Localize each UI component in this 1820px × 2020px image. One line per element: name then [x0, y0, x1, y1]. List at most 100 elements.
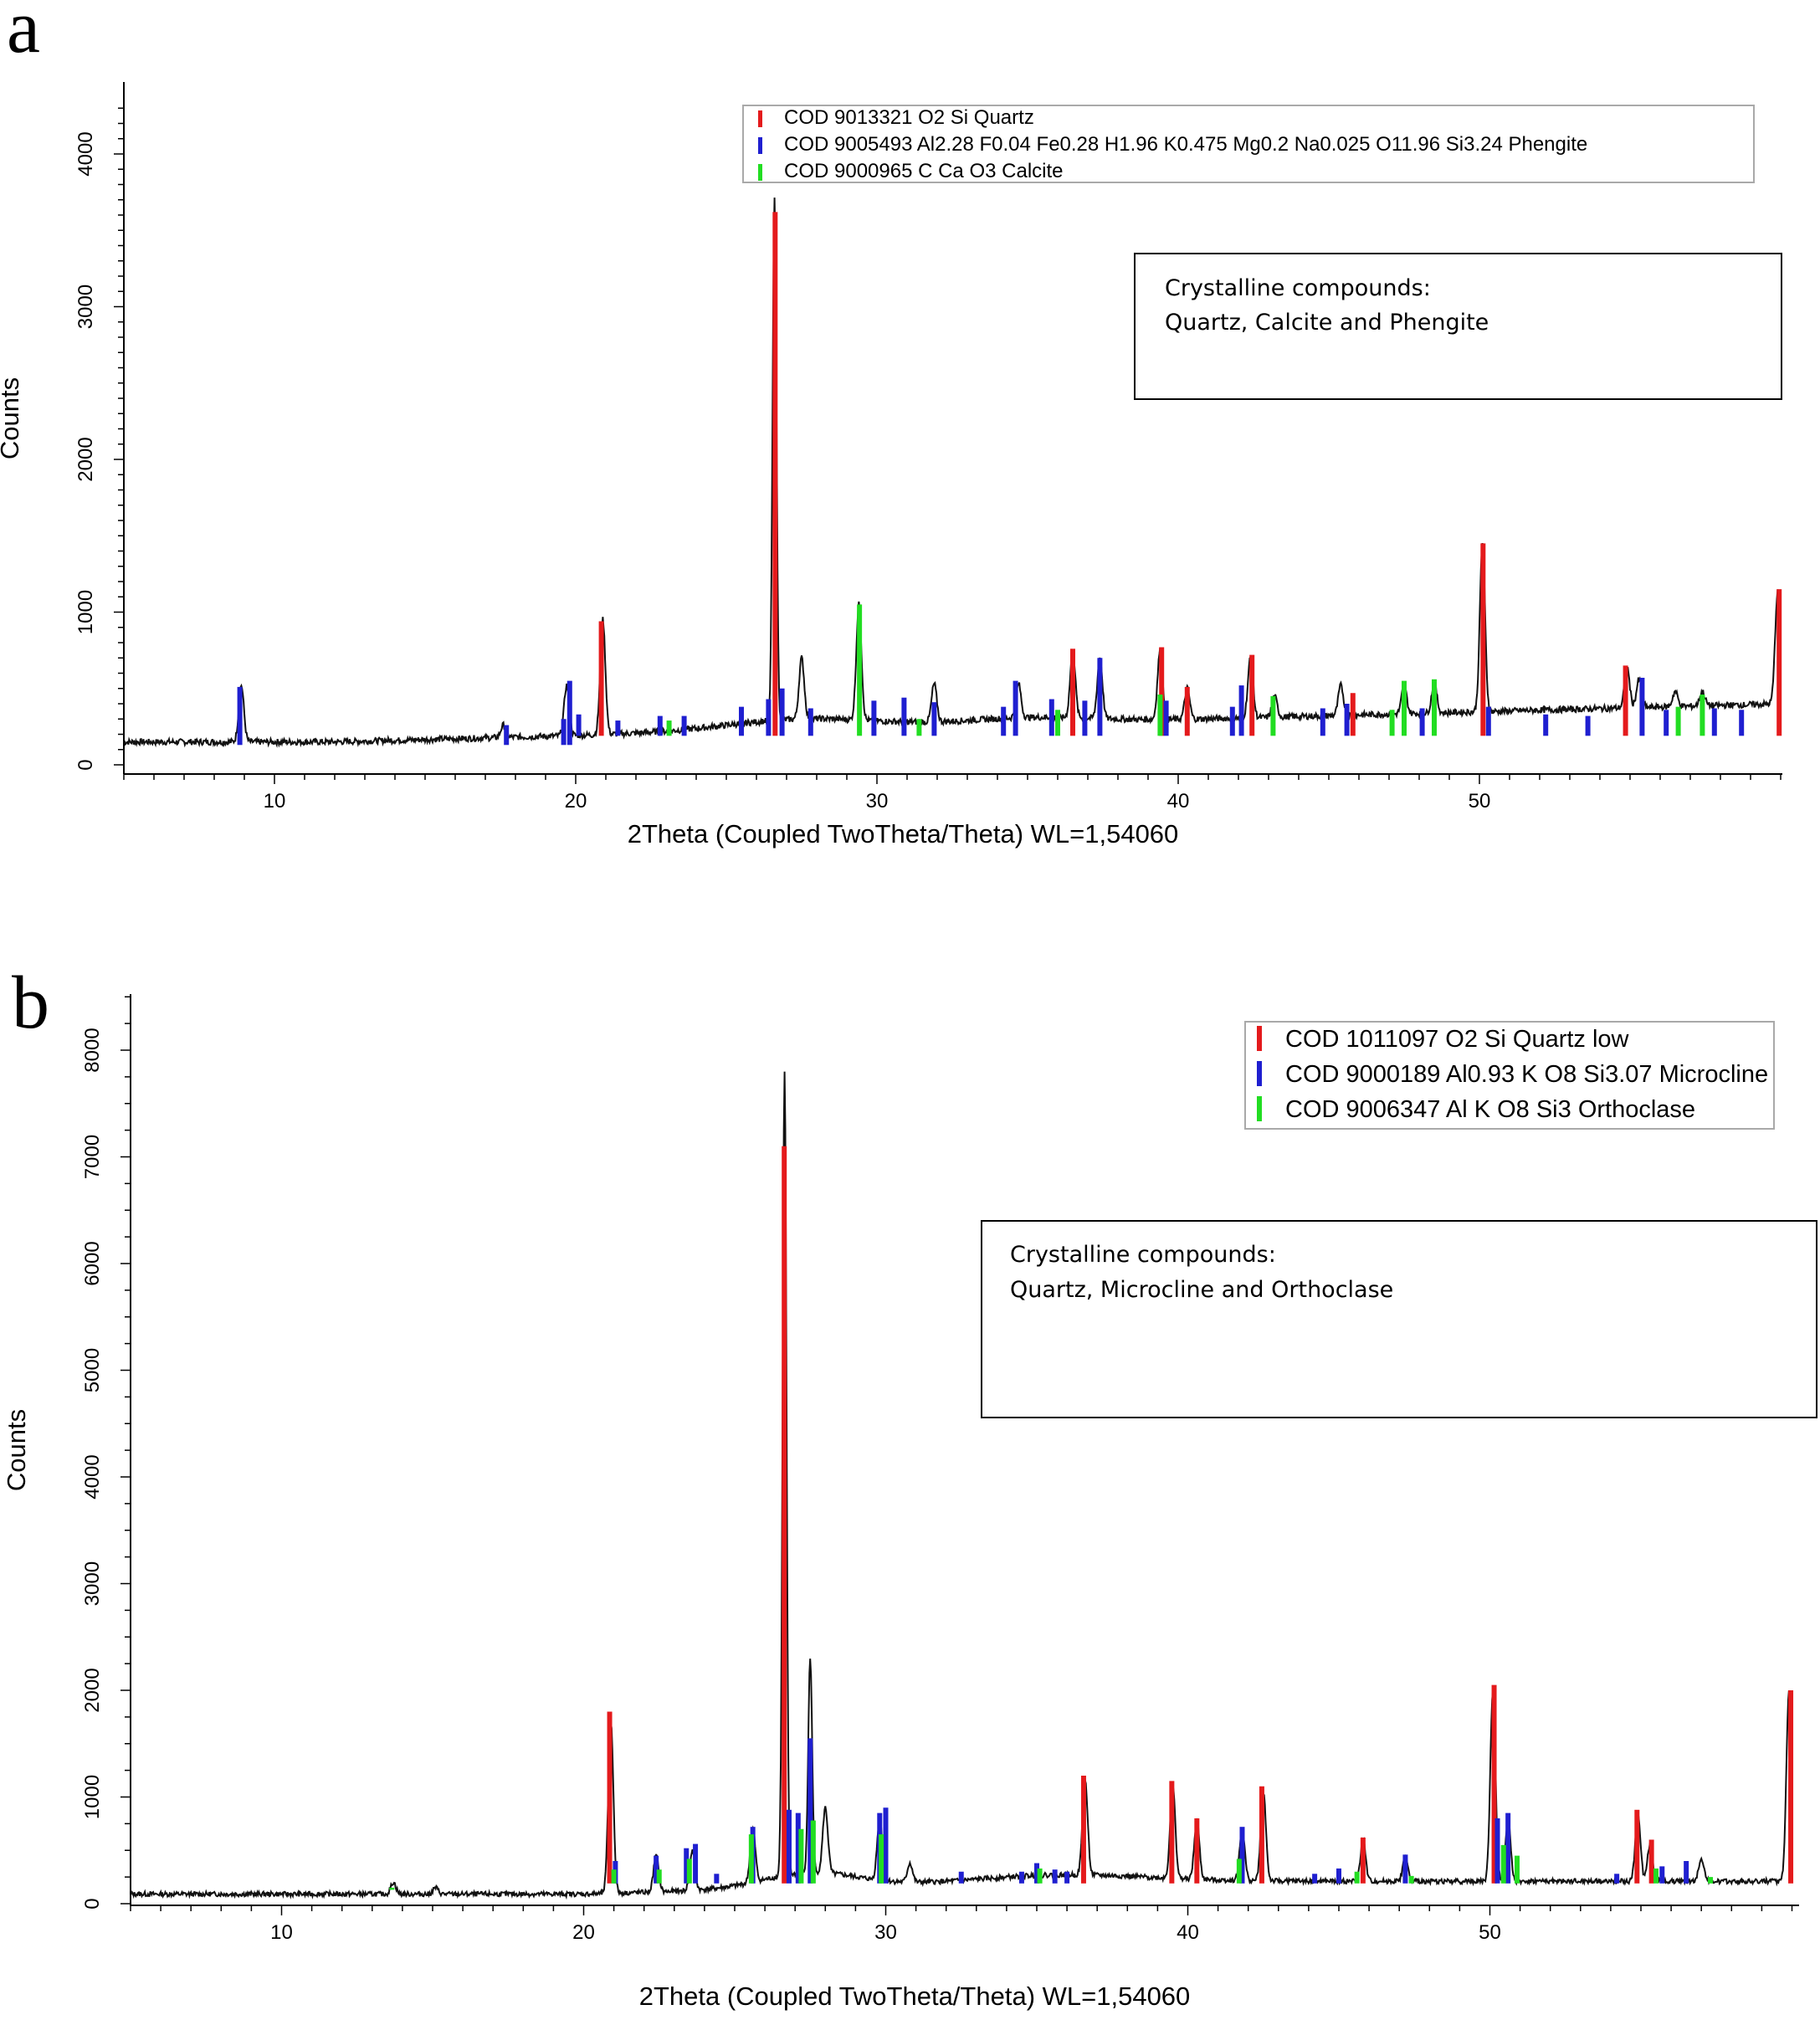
reference-stick — [1320, 708, 1325, 736]
panel-b-note-line-2: Quartz, Microcline and Orthoclase — [1010, 1277, 1393, 1303]
panel-a-legend-phengite: COD 9005493 Al2.28 F0.04 Fe0.28 H1.96 K0… — [784, 133, 1587, 156]
reference-stick — [656, 1869, 662, 1884]
reference-stick — [1788, 1690, 1794, 1884]
panel-b-legend-microcline-swatch — [1257, 1061, 1262, 1086]
y-tick-label: 0 — [74, 759, 97, 770]
y-axis-title: Counts — [0, 377, 24, 459]
reference-stick — [504, 725, 510, 746]
reference-stick — [1614, 1874, 1620, 1884]
reference-stick — [1700, 695, 1705, 736]
reference-stick — [1389, 710, 1395, 736]
reference-stick — [1402, 1854, 1408, 1884]
reference-stick — [871, 700, 877, 736]
reference-stick — [807, 708, 813, 736]
y-tick-label: 4000 — [81, 1454, 104, 1499]
reference-stick — [1354, 1871, 1360, 1884]
reference-stick — [1739, 710, 1745, 736]
reference-stick — [1194, 1818, 1200, 1884]
panel-b-note-line-1: Crystalline compounds: — [1010, 1242, 1276, 1268]
reference-stick — [237, 686, 243, 746]
reference-stick — [1491, 1684, 1497, 1884]
reference-stick — [807, 1738, 813, 1884]
series-2-sticks — [666, 604, 1705, 736]
reference-stick — [1494, 1818, 1500, 1884]
reference-stick — [1659, 1866, 1665, 1884]
reference-stick — [795, 1812, 801, 1884]
reference-stick — [1070, 649, 1075, 736]
reference-stick — [739, 706, 744, 736]
reference-stick — [611, 1869, 617, 1884]
reference-stick — [1623, 665, 1628, 736]
y-tick-label: 7000 — [81, 1135, 104, 1179]
reference-stick — [1259, 1786, 1264, 1884]
reference-stick — [1018, 1871, 1024, 1884]
reference-stick — [693, 1843, 699, 1884]
reference-stick — [1648, 1839, 1654, 1884]
panel-a-legend-quartz: COD 9013321 O2 Si Quartz — [784, 106, 1034, 129]
series-1-sticks — [613, 1738, 1689, 1884]
reference-stick — [1344, 704, 1350, 736]
reference-stick — [1249, 654, 1255, 736]
x-tick-label: 40 — [1177, 1921, 1199, 1944]
reference-stick — [686, 1859, 692, 1884]
y-tick-label: 0 — [81, 1898, 104, 1909]
reference-stick — [654, 1855, 659, 1884]
reference-stick — [1312, 1874, 1318, 1884]
reference-stick — [607, 1711, 613, 1884]
x-tick-label: 10 — [264, 790, 286, 813]
panel-a-legend: COD 9013321 O2 Si Quartz COD 9005493 Al2… — [742, 105, 1755, 183]
reference-stick — [389, 1887, 395, 1890]
panel-b-legend-box — [1244, 1021, 1775, 1130]
reference-stick — [901, 697, 907, 736]
reference-stick — [1585, 715, 1591, 736]
reference-stick — [657, 715, 663, 736]
reference-stick — [1653, 1868, 1659, 1884]
reference-stick — [666, 720, 672, 736]
reference-stick — [1408, 1875, 1414, 1884]
panel-b-legend-quartz: COD 1011097 O2 Si Quartz low — [1285, 1026, 1630, 1053]
reference-stick — [1157, 695, 1163, 736]
measured-pattern-line — [130, 1071, 1793, 1900]
reference-stick — [1684, 1861, 1689, 1884]
y-tick-label: 5000 — [81, 1348, 104, 1392]
reference-stick — [883, 1807, 889, 1884]
reference-stick — [931, 702, 937, 736]
reference-stick — [1480, 543, 1486, 736]
reference-stick — [1708, 1877, 1714, 1884]
reference-stick — [1064, 1871, 1070, 1884]
reference-stick — [1543, 714, 1549, 736]
reference-stick — [779, 688, 785, 736]
reference-stick — [1432, 679, 1437, 736]
panel-a-letter: a — [7, 0, 40, 69]
reference-stick — [958, 1871, 964, 1884]
reference-stick — [857, 604, 863, 736]
series-0-sticks — [598, 212, 1782, 736]
reference-stick — [1514, 1855, 1520, 1884]
panel-a-note-box — [1134, 253, 1782, 400]
reference-stick — [782, 1146, 787, 1884]
panel-b-letter: b — [12, 961, 49, 1044]
x-tick-label: 20 — [572, 1921, 595, 1944]
reference-stick — [576, 714, 582, 736]
reference-stick — [772, 212, 778, 736]
panel-a-note: Crystalline compounds: Quartz, Calcite a… — [1134, 253, 1782, 400]
panel-b-plot: 10 20 30 40 50 0 1000 2000 3000 4000 5000 6000 7000 8… — [2, 994, 1799, 2011]
y-axis-title: Counts — [2, 1409, 31, 1491]
reference-stick — [1336, 1868, 1341, 1884]
panel-b: b 10 20 30 40 50 0 1000 2000 3000 4000 5000 6000 700… — [2, 961, 1817, 2011]
series-2-sticks — [389, 1820, 1714, 1890]
reference-stick — [1350, 693, 1356, 736]
reference-stick — [714, 1874, 720, 1884]
panel-a-legend-calcite-swatch — [758, 164, 762, 181]
reference-stick — [567, 680, 572, 746]
panel-b-legend: COD 1011097 O2 Si Quartz low COD 9000189… — [1244, 1021, 1775, 1130]
y-tick-label: 1000 — [74, 590, 97, 634]
reference-stick — [1048, 699, 1054, 736]
reference-stick — [681, 715, 687, 736]
x-axis-title: 2Theta (Coupled TwoTheta/Theta) WL=1,540… — [628, 819, 1179, 849]
y-tick-label: 2000 — [74, 437, 97, 481]
y-tick-label: 8000 — [81, 1028, 104, 1072]
reference-stick — [1001, 706, 1007, 736]
reference-stick — [1052, 1869, 1058, 1884]
reference-stick — [1159, 647, 1165, 736]
